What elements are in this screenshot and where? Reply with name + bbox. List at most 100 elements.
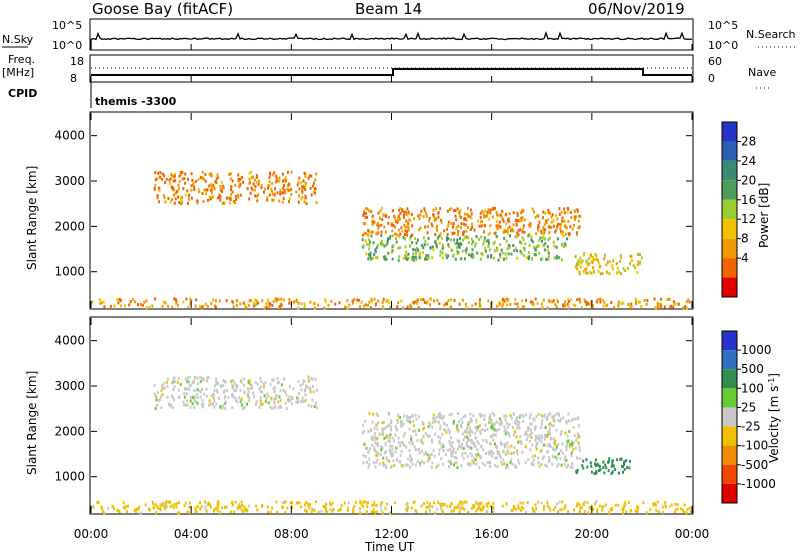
echo-cell [557,462,560,466]
echo-cell [513,451,516,455]
echo-cell [627,302,630,306]
echo-cell [291,506,294,510]
echo-cell [99,301,102,305]
echo-cell [462,233,465,237]
echo-cell [553,224,556,228]
echo-cell [386,241,389,245]
echo-cell [465,305,468,309]
echo-cell [205,387,208,391]
echo-cell [546,450,549,454]
echo-cell [537,244,540,248]
echo-cell [556,298,559,302]
echo-cell [534,425,537,429]
echo-cell [462,238,465,242]
echo-cell [398,208,401,212]
echo-cell [161,304,164,308]
echo-cell [555,502,558,506]
echo-cell [388,448,391,452]
echo-cell [409,456,412,460]
echo-cell [177,187,180,191]
echo-cell [589,506,592,510]
echo-cell [382,456,385,460]
echo-cell [525,413,528,417]
echo-cell [506,227,509,231]
echo-cell [467,225,470,229]
echo-cell [585,300,588,304]
echo-cell [375,450,378,454]
echo-cell [554,455,557,459]
echo-cell [504,298,507,302]
echo-cell [158,188,161,192]
echo-cell [366,460,369,464]
echo-cell [489,208,492,212]
echo-cell [426,231,429,235]
echo-cell [180,198,183,202]
echo-cell [276,377,279,381]
echo-cell [209,197,212,201]
echo-cell [359,305,362,309]
echo-cell [173,297,176,301]
echo-cell [242,509,245,513]
echo-cell [681,508,684,512]
echo-cell [534,503,537,507]
colorbar-tick-label: -1000 [741,477,776,491]
echo-cell [555,412,558,416]
echo-cell [255,180,258,184]
echo-cell [412,420,415,424]
colorbar-tick-label: 8 [741,232,749,246]
y-tick-label: 2000 [54,424,85,438]
echo-cell [362,233,365,237]
echo-cell [420,504,423,508]
echo-cell [167,500,170,504]
echo-cell [368,457,371,461]
echo-cell [463,212,466,216]
echo-cell [582,253,585,257]
echo-cell [236,193,239,197]
echo-cell [486,509,489,513]
echo-cell [543,222,546,226]
echo-cell [362,244,365,248]
echo-cell [418,228,421,232]
echo-cell [622,465,625,469]
echo-cell [231,405,234,409]
echo-cell [540,440,543,444]
echo-cell [595,471,598,475]
echo-cell [367,450,370,454]
colorbar-tick-label: -100 [741,439,768,453]
echo-cell [586,301,589,305]
echo-cell [299,505,302,509]
echo-cell [372,461,375,465]
echo-cell [465,302,468,306]
echo-cell [537,214,540,218]
echo-cell [406,230,409,234]
echo-cell [428,216,431,220]
echo-cell [664,505,667,509]
echo-cell [116,509,119,513]
echo-cell [118,297,121,301]
echo-cell [464,236,467,240]
echo-cell [478,504,481,508]
echo-cell [453,455,456,459]
echo-cell [470,429,473,433]
echo-cell [510,229,513,233]
echo-cell [472,414,475,418]
echo-cell [437,463,440,467]
echo-cell [192,183,195,187]
echo-cell [635,301,638,305]
echo-cell [522,501,525,505]
echo-cell [392,459,395,463]
echo-cell [423,299,426,303]
echo-cell [507,445,510,449]
echo-cell [204,507,207,511]
echo-cell [387,215,390,219]
echo-cell [324,509,327,513]
echo-cell [169,504,172,508]
echo-cell [373,426,376,430]
echo-cell [267,186,270,190]
echo-cell [160,395,163,399]
echo-cell [453,506,456,510]
echo-cell [204,302,207,306]
time-xlabel: Time UT [364,540,415,554]
echo-cell [442,415,445,419]
